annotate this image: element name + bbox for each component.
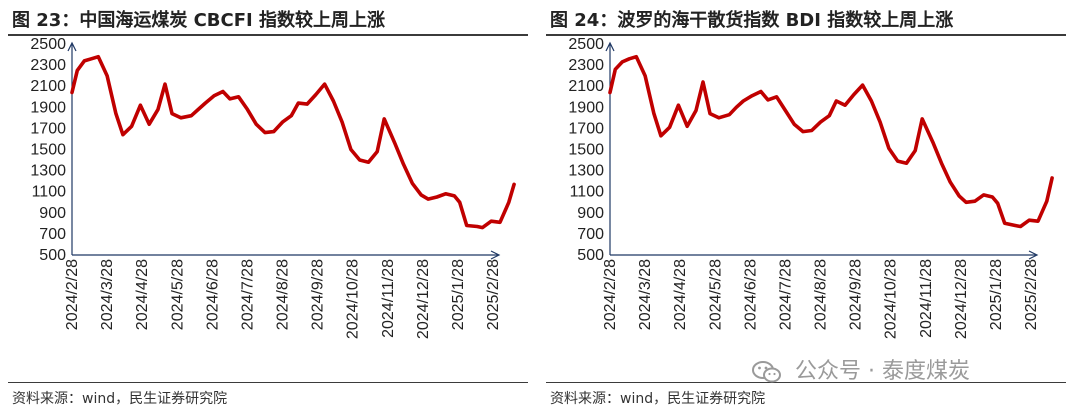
x-tick-label: 2024/6/28 [742, 259, 759, 330]
x-tick-label: 2024/8/28 [275, 259, 292, 330]
x-tick-label: 2024/11/28 [380, 259, 397, 338]
y-tick-label: 1100 [570, 184, 605, 201]
x-tick-label: 2025/2/28 [485, 259, 502, 330]
source-rule [546, 382, 1066, 383]
x-tick-label: 2025/2/28 [1023, 259, 1040, 330]
y-tick-label: 500 [39, 247, 66, 264]
x-axis-arrow [1028, 250, 1039, 260]
x-tick-label: 2024/3/28 [99, 259, 116, 330]
x-tick-label: 2024/2/28 [602, 259, 619, 330]
y-tick-label: 2500 [568, 36, 604, 53]
x-axis-arrow [490, 250, 501, 260]
x-tick-label: 2024/5/28 [169, 259, 186, 330]
y-tick-label: 2500 [30, 36, 66, 53]
chart-title: 图 24：波罗的海干散货指数 BDI 指数较上周上涨 [550, 10, 954, 31]
y-tick-label: 1100 [32, 184, 67, 201]
y-tick-label: 2100 [30, 78, 66, 95]
source-rule [8, 382, 528, 383]
x-tick-label: 2025/1/28 [988, 259, 1005, 330]
watermark: 公众号 · 泰度煤炭 [752, 353, 970, 385]
y-tick-label: 2100 [568, 78, 604, 95]
x-tick-label: 2024/12/28 [953, 259, 970, 339]
x-tick-label: 2024/7/28 [239, 259, 256, 330]
y-axis-arrow [67, 41, 77, 52]
title-rule [8, 34, 528, 36]
y-tick-label: 1900 [568, 99, 604, 116]
x-tick-label: 2024/4/28 [672, 259, 689, 330]
y-tick-label: 1900 [30, 99, 66, 116]
x-tick-label: 2024/4/28 [134, 259, 151, 330]
watermark-text: 公众号 · 泰度煤炭 [795, 359, 970, 384]
bdi-line-chart: 500 700 900 1100 1300 1500 1700 1900 2100 2300 250… [568, 36, 1054, 339]
title-rule [546, 34, 1066, 36]
x-tick-label: 2024/2/28 [64, 259, 81, 330]
y-tick-label: 700 [577, 226, 604, 243]
source-note: 资料来源：wind，民生证券研究院 [550, 391, 766, 407]
x-tick-label: 2024/12/28 [415, 259, 432, 339]
y-tick-label: 700 [39, 226, 66, 243]
x-tick-label: 2024/8/28 [813, 259, 830, 330]
x-tick-label: 2024/10/28 [345, 259, 362, 339]
y-tick-label: 1500 [30, 142, 66, 159]
x-tick-label: 2025/1/28 [450, 259, 467, 330]
chart-panel-cbcfi: 图 23：中国海运煤炭 CBCFI 指数较上周上涨 500 700 900 1100 1… [8, 0, 538, 412]
y-tick-label: 2300 [568, 57, 604, 74]
y-tick-label: 500 [577, 247, 604, 264]
x-tick-label: 2024/9/28 [310, 259, 327, 330]
chart-title: 图 23：中国海运煤炭 CBCFI 指数较上周上涨 [12, 10, 385, 31]
y-tick-label: 2300 [30, 57, 66, 74]
wechat-icon [752, 361, 781, 383]
cbcfi-line-chart: 500 700 900 1100 1300 1500 1700 1900 2100 2300 250… [30, 36, 516, 339]
y-tick-label: 1300 [568, 163, 604, 180]
x-tick-label: 2024/7/28 [777, 259, 794, 330]
series-line [70, 54, 516, 230]
y-tick-label: 1500 [568, 142, 604, 159]
source-note: 资料来源：wind，民生证券研究院 [12, 391, 228, 407]
y-axis-arrow [605, 41, 615, 52]
y-tick-label: 1700 [568, 120, 604, 137]
y-tick-label: 1300 [30, 163, 66, 180]
x-tick-label: 2024/11/28 [918, 259, 935, 338]
y-tick-label: 1700 [30, 120, 66, 137]
x-tick-label: 2024/6/28 [204, 259, 221, 330]
x-tick-label: 2024/5/28 [707, 259, 724, 330]
y-tick-label: 900 [39, 205, 66, 222]
series-line [608, 54, 1054, 229]
x-tick-label: 2024/9/28 [848, 259, 865, 330]
x-tick-label: 2024/3/28 [637, 259, 654, 330]
chart-panel-bdi: 图 24：波罗的海干散货指数 BDI 指数较上周上涨 500 700 900 1100… [546, 0, 1076, 412]
x-tick-label: 2024/10/28 [883, 259, 900, 339]
y-tick-label: 900 [577, 205, 604, 222]
